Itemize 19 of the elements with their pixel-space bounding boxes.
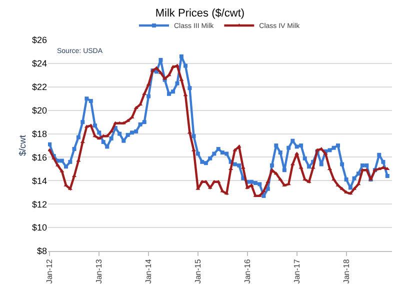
y-axis-title: $/cwt [17, 134, 28, 156]
y-tick-label: $22 [32, 82, 47, 92]
chart-title: Milk Prices ($/cwt) [155, 7, 245, 20]
x-tick-label: Jan-18 [342, 258, 351, 284]
x-tick-label: Jan-13 [94, 258, 104, 284]
y-tick-label: $10 [32, 222, 47, 233]
y-tick-label: $8 [36, 246, 47, 256]
y-tick-label: $20 [32, 105, 47, 116]
y-tick-label: $14 [32, 176, 47, 186]
x-tick-label: Jan-15 [194, 258, 203, 284]
y-tick-label: $12 [32, 199, 47, 210]
y-tick-label: $16 [32, 152, 47, 162]
x-tick-label: Jan-17 [292, 258, 302, 284]
y-tick-label: $18 [32, 128, 47, 139]
y-tick-label: $24 [32, 58, 47, 69]
y-tick-label: $26 [32, 35, 47, 46]
x-tick-label: Jan-12 [45, 258, 54, 284]
x-tick-label: Jan-14 [144, 258, 154, 284]
x-tick-label: Jan-16 [242, 258, 252, 284]
